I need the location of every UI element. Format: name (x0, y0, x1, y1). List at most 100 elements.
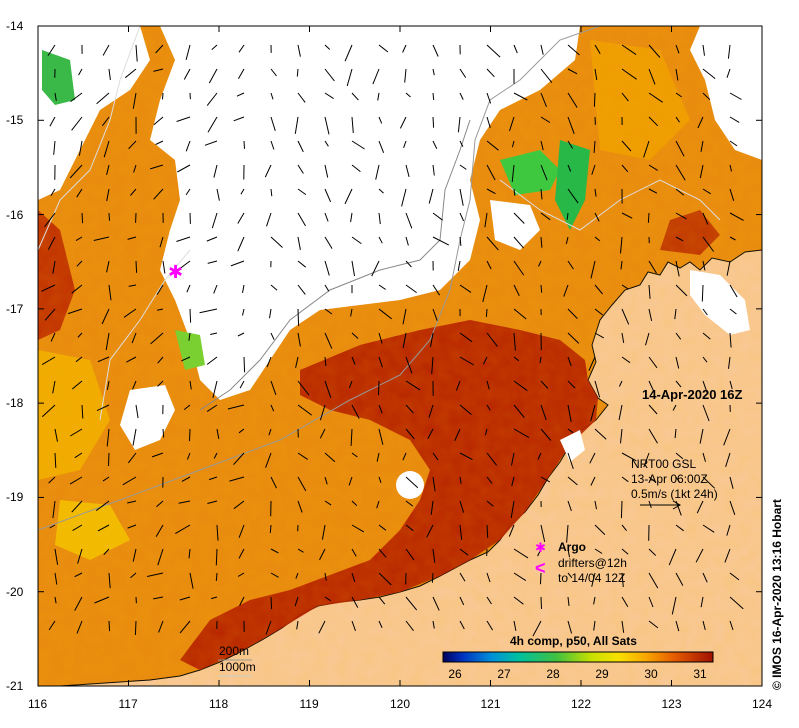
current-vector (270, 380, 277, 396)
current-vector (270, 188, 273, 197)
current-vector (157, 380, 164, 387)
current-vector (648, 572, 659, 589)
credit-label: © IMOS 16-Apr-2020 13:16 Hobart (770, 499, 784, 690)
current-vector (567, 92, 578, 108)
current-vector (403, 140, 407, 148)
current-vector (229, 476, 245, 482)
current-vector (432, 452, 439, 461)
current-vector (297, 380, 310, 396)
current-vector (589, 452, 596, 464)
current-vector (351, 596, 359, 608)
current-vector (81, 212, 84, 224)
current-vector (265, 620, 272, 635)
current-vector (459, 188, 464, 206)
current-vector (156, 284, 164, 295)
current-vector (675, 140, 685, 157)
current-vector (213, 452, 218, 459)
current-vector (648, 404, 658, 415)
lat-tick-label: -19 (6, 490, 24, 505)
sst-cool-patch (555, 140, 590, 230)
current-vector (321, 524, 326, 540)
current-vector (237, 332, 245, 337)
current-vector (594, 308, 604, 316)
current-vector (297, 404, 312, 416)
current-vector (146, 572, 164, 577)
current-vector (702, 188, 711, 195)
current-vector (484, 212, 488, 228)
current-vector (324, 500, 332, 506)
current-vector (176, 236, 191, 242)
current-vector (702, 476, 716, 489)
current-vector (124, 68, 137, 79)
current-vector (726, 260, 731, 276)
current-vector (675, 524, 685, 532)
lon-tick-label: 123 (661, 697, 682, 711)
current-vector (567, 44, 580, 56)
current-vector (371, 260, 380, 277)
current-vector (213, 164, 218, 178)
current-vector (53, 140, 56, 155)
drifter-symbol: < (535, 558, 546, 578)
current-vector (324, 476, 328, 485)
current-vector (105, 332, 110, 351)
current-vector (668, 548, 677, 566)
current-vector (621, 596, 629, 607)
current-vector (621, 356, 631, 364)
current-vector (674, 428, 677, 439)
current-vector (532, 620, 542, 637)
current-vector (567, 548, 570, 558)
current-vector (378, 284, 386, 290)
current-vector (78, 68, 83, 76)
lat-tick-label: -18 (6, 396, 24, 411)
current-vector (540, 572, 542, 585)
current-vector (162, 428, 165, 438)
lon-tick-label: 124 (752, 697, 773, 711)
current-vector (351, 524, 365, 533)
isobath-1000m (499, 179, 721, 231)
current-vector (378, 44, 389, 53)
current-vector (702, 332, 711, 340)
current-vector (431, 572, 434, 583)
current-vector (96, 404, 110, 412)
current-vector (537, 452, 542, 460)
current-vector (513, 548, 529, 559)
current-vector (77, 332, 83, 338)
current-vector (427, 428, 434, 440)
current-vector (378, 524, 387, 531)
sst-cool-patch (42, 50, 75, 105)
current-vector (297, 140, 304, 153)
current-vector (648, 44, 661, 58)
current-vector (729, 308, 737, 315)
current-vector (133, 164, 137, 173)
current-vector (486, 92, 492, 104)
current-vector (567, 164, 572, 172)
current-vector (351, 620, 356, 631)
current-vector (297, 284, 306, 295)
current-vector (567, 380, 576, 389)
isobath-1000m (38, 26, 141, 251)
current-vector (49, 524, 56, 529)
current-vector (432, 140, 438, 150)
current-vector (324, 140, 329, 147)
current-vector (318, 620, 326, 634)
cloud-mask (120, 385, 175, 450)
current-scale-label: 0.5m/s (1kt 24h) (631, 487, 718, 501)
current-vector (702, 44, 705, 56)
current-vector (621, 284, 629, 290)
current-vector (513, 404, 525, 419)
lon-tick-label: 116 (28, 697, 48, 711)
lon-tick-label: 122 (571, 697, 592, 711)
colorbar-tick-label: 31 (693, 667, 707, 681)
current-vector (621, 92, 629, 102)
current-vector (69, 476, 83, 485)
current-vector (71, 380, 83, 390)
current-vector (594, 68, 598, 81)
current-vector (132, 428, 137, 446)
current-vector (432, 68, 435, 76)
current-vector (344, 188, 353, 205)
current-vector (511, 140, 515, 148)
current-vector (324, 572, 327, 581)
current-vector (513, 236, 524, 249)
current-vector (459, 212, 465, 222)
current-vector (621, 44, 637, 56)
